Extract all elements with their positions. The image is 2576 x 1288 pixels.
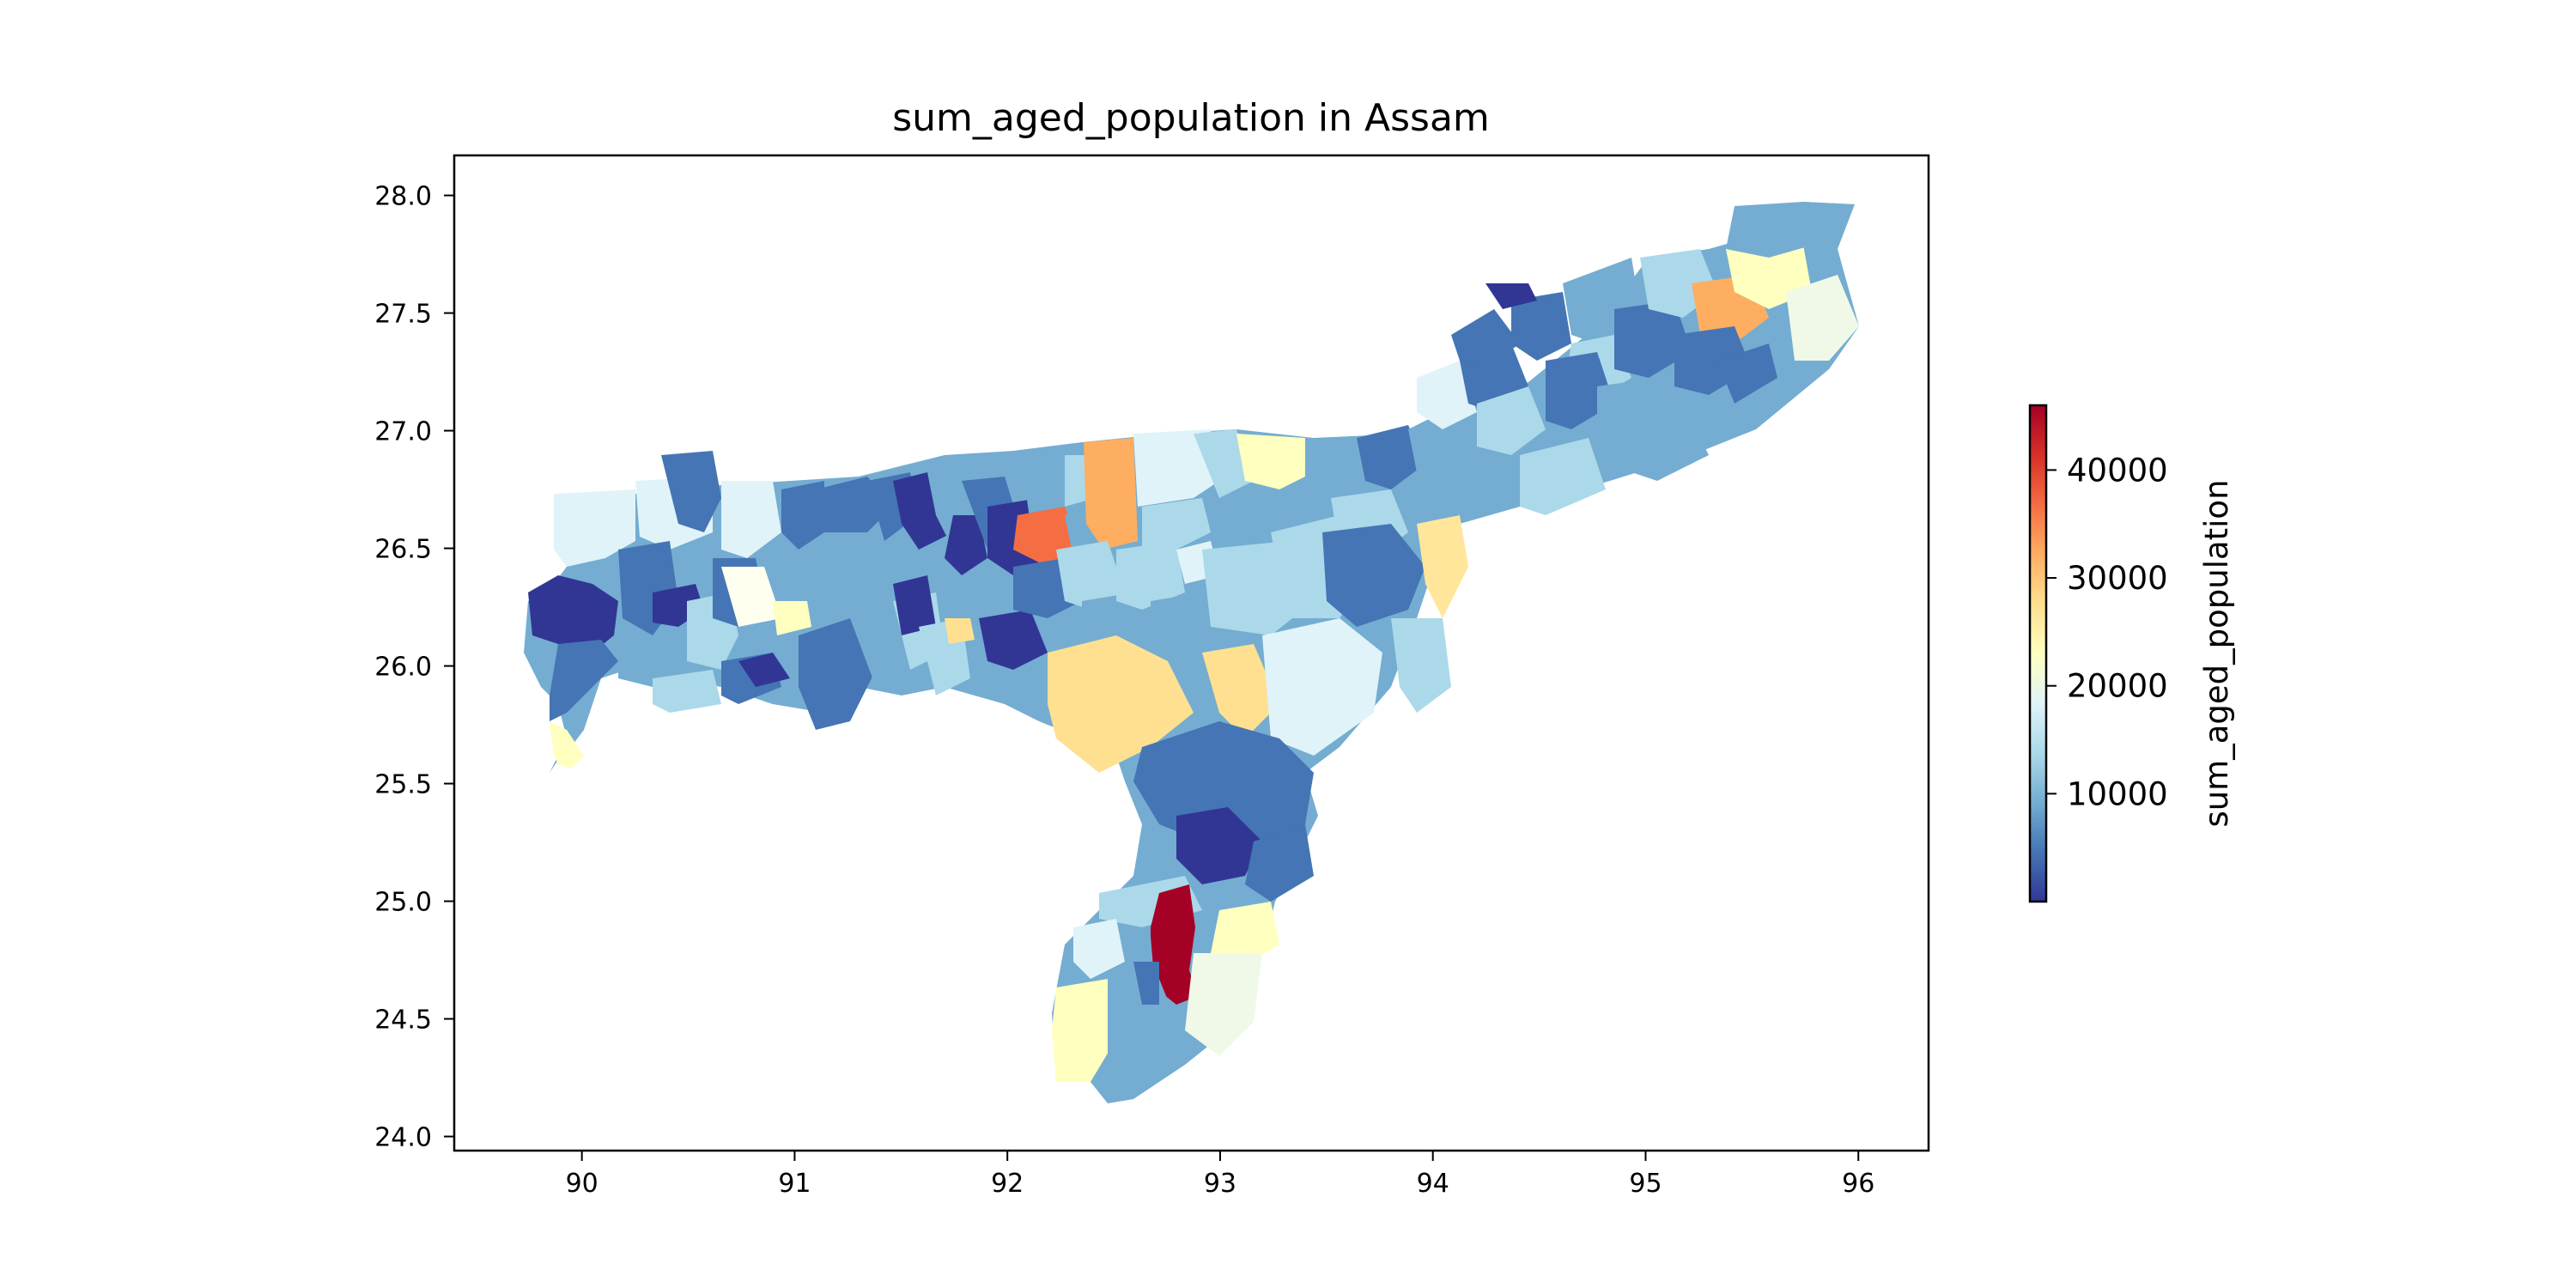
colorbar-tick-label: 20000 — [2067, 668, 2168, 705]
region-golaghat-east — [1417, 515, 1468, 618]
region-dhubri-west — [528, 575, 618, 653]
map-regions — [524, 202, 1859, 1103]
x-tick-label: 95 — [1629, 1169, 1662, 1199]
region-barpeta-north — [721, 481, 781, 558]
region-sonitpur-2 — [1142, 498, 1211, 550]
y-axis: 24.0 24.5 25.0 25.5 26.0 26.5 27.0 27.5 28.0 — [374, 182, 454, 1153]
x-tick-label: 94 — [1417, 1169, 1449, 1199]
colorbar-tick-label: 10000 — [2067, 775, 2168, 812]
region-dhubri-tip — [550, 721, 584, 769]
region-lakhimpur-2 — [1417, 361, 1477, 429]
region-sonitpur-1 — [1133, 429, 1219, 507]
y-tick-label: 27.0 — [374, 417, 432, 447]
region-silchar — [1151, 884, 1198, 1005]
region-dhubri-south — [550, 640, 618, 721]
y-tick-label: 25.5 — [374, 770, 432, 800]
region-guwahati-east — [893, 575, 936, 635]
y-tick-label: 25.0 — [374, 888, 432, 918]
map-title: sum_aged_population in Assam — [892, 96, 1490, 140]
colorbar: 10000 20000 30000 40000 sum_aged_population — [2028, 404, 2235, 903]
x-tick-label: 90 — [566, 1169, 598, 1199]
x-tick-label: 93 — [1204, 1169, 1236, 1199]
region-dhemaji-west — [1451, 309, 1520, 369]
region-chaygaon — [850, 610, 910, 687]
region-sibsagar — [1631, 421, 1709, 481]
region-rangia — [1022, 455, 1073, 524]
y-tick-label: 27.5 — [374, 300, 432, 330]
y-tick-label: 28.0 — [374, 182, 432, 212]
region-karimganj-mid — [1108, 979, 1176, 1099]
region-dima-hasao-east — [1245, 824, 1314, 902]
region-barpeta-1 — [781, 481, 824, 550]
region-gohpur — [1357, 425, 1425, 489]
region-dhemaji-2 — [1485, 283, 1537, 309]
region-baksa-east — [893, 472, 953, 550]
x-axis: 90 91 92 93 94 95 96 — [566, 1151, 1874, 1199]
region-karbi-east — [1202, 644, 1279, 738]
region-badarpur — [1133, 962, 1159, 1005]
colorbar-tick-label: 30000 — [2067, 560, 2168, 597]
colorbar-label: sum_aged_population — [2198, 479, 2235, 827]
region-dudhnoi — [738, 653, 790, 687]
region-hailakandi — [1073, 919, 1125, 979]
region-lakhimpur-1 — [1408, 404, 1477, 481]
region-goalpara-1 — [618, 635, 687, 687]
region-mayang — [979, 610, 1048, 670]
region-barpeta-ladder — [721, 567, 781, 627]
x-tick-label: 91 — [778, 1169, 811, 1199]
region-dhemaji-1 — [1511, 292, 1571, 361]
region-dima-hasao-south — [1176, 807, 1262, 884]
region-karimganj-south — [1052, 979, 1116, 1082]
region-biswanath-west — [1236, 434, 1314, 489]
x-tick-label: 92 — [991, 1169, 1024, 1199]
colorbar-gradient — [2028, 404, 2048, 903]
region-dalgaon — [1084, 438, 1138, 550]
region-jagiroad — [1056, 541, 1125, 610]
plot-frame — [453, 154, 1930, 1152]
x-tick-label: 96 — [1842, 1169, 1874, 1199]
region-chirang — [661, 451, 721, 532]
region-duliajan — [1717, 343, 1777, 404]
region-dibrugarh-3 — [1614, 301, 1692, 378]
y-tick-label: 26.0 — [374, 653, 432, 683]
region-tamulpur — [945, 515, 987, 575]
region-raha — [1082, 592, 1142, 653]
colorbar-tick-label: 40000 — [2067, 452, 2168, 489]
region-katlicherra — [1185, 953, 1262, 1056]
region-nalbari-south — [945, 618, 975, 644]
colorbar-ticks: 10000 20000 30000 40000 — [2046, 452, 2168, 812]
region-tinsukia-east — [1786, 275, 1859, 361]
y-tick-label: 24.0 — [374, 1123, 432, 1153]
region-golaghat-south — [1391, 618, 1451, 713]
y-tick-label: 24.5 — [374, 1005, 432, 1036]
region-margherita — [1726, 202, 1855, 258]
region-golaghat-main — [1322, 524, 1425, 627]
region-tezpur — [1194, 429, 1254, 498]
region-goalpara-south — [653, 670, 721, 713]
region-jorhat — [1520, 438, 1606, 515]
region-nagaon-2 — [1151, 592, 1211, 653]
region-nagaon-1 — [1116, 541, 1185, 610]
region-sorbhog — [773, 601, 811, 635]
y-tick-label: 26.5 — [374, 535, 432, 565]
region-dhubri-north — [554, 489, 635, 567]
region-lakhimpur-4 — [1477, 386, 1546, 455]
region-karbi-southeast — [1262, 618, 1382, 756]
region-karbi-west — [1048, 635, 1194, 773]
region-boko — [799, 618, 876, 730]
